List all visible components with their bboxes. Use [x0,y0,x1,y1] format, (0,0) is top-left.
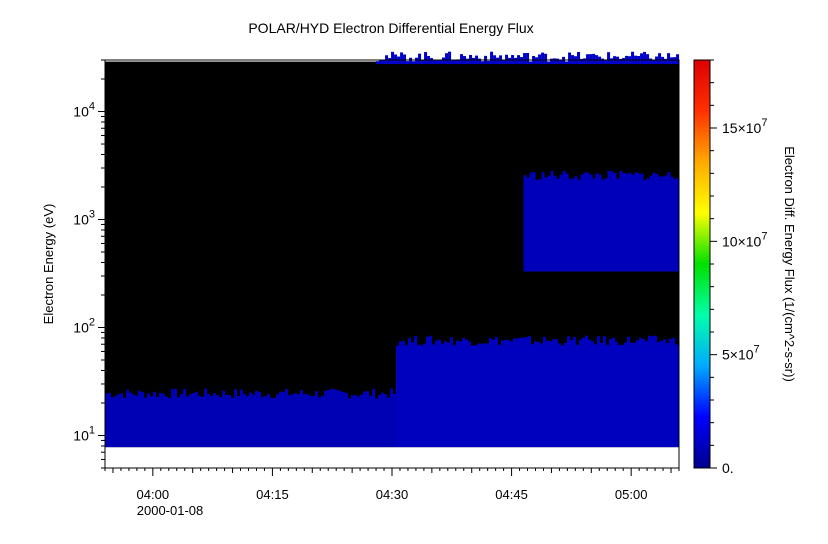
colorbar-tick-label: 15×107 [722,117,767,136]
x-tick-label: 04:30 [376,487,409,502]
y-axis: 101 102 103 104 [73,59,105,469]
flux-band-edge [523,170,680,181]
flux-band-edge [395,335,681,346]
x-date-label: 2000-01-08 [137,503,204,518]
colorbar-gradient [693,59,711,469]
colorbar-tick-label: 10×107 [722,230,767,249]
y-tick-label: 102 [73,317,95,336]
flux-band [105,398,396,448]
x-tick-label: 04:45 [495,487,528,502]
flux-band [523,180,679,272]
x-tick-label: 05:00 [615,487,648,502]
x-axis: 04:00 04:15 04:30 04:45 05:00 [104,468,680,502]
y-tick-label: 104 [73,101,95,120]
y-tick-label: 103 [73,209,95,228]
colorbar-tick-label: 0. [722,460,734,476]
flux-band [376,61,679,65]
colorbar: 0. 5×107 10×107 15×107 [693,59,767,476]
chart-title: POLAR/HYD Electron Differential Energy F… [248,20,533,36]
flux-band-edge [105,388,396,399]
flux-band [395,345,679,448]
colorbar-tick-label: 5×107 [722,344,760,363]
plot-area [104,51,681,469]
y-axis-label: Electron Energy (eV) [41,204,56,325]
y-tick-label: 101 [73,424,95,443]
x-tick-label: 04:00 [137,487,170,502]
colorbar-label: Electron Diff. Energy Flux (1/(cm^2-s-sr… [782,146,797,382]
x-tick-label: 04:15 [256,487,289,502]
